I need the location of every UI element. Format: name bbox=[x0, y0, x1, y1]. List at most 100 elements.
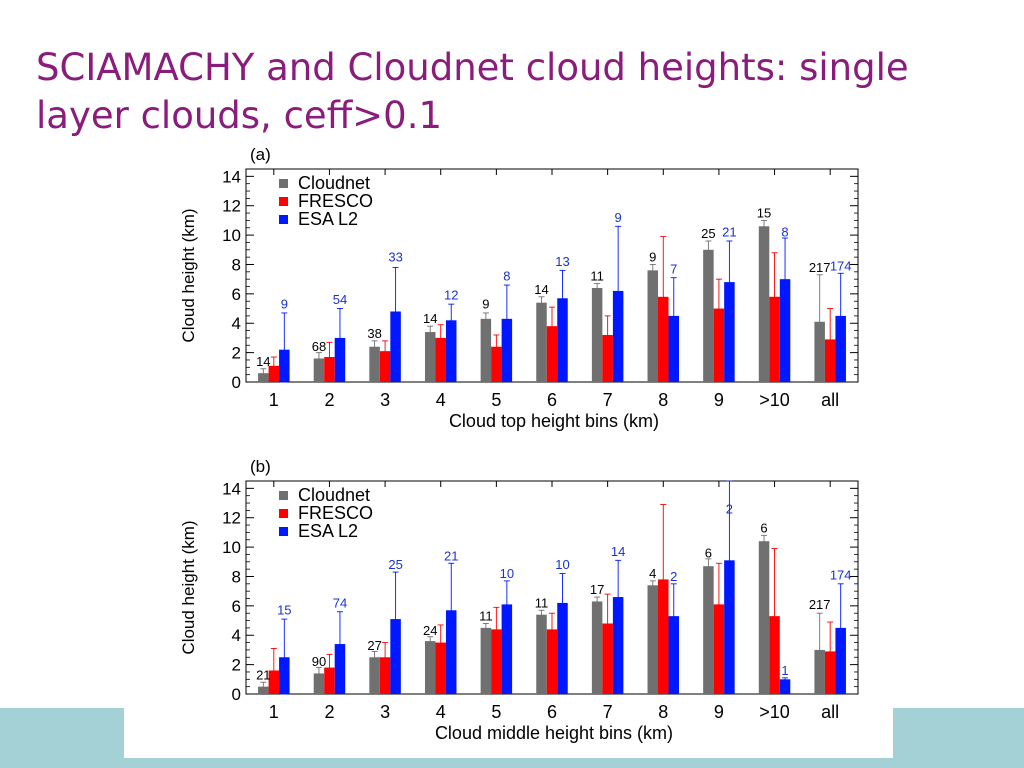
y-tick-label: 10 bbox=[222, 538, 241, 557]
legend-label: Cloudnet bbox=[298, 485, 370, 505]
count-label-cloudnet: 11 bbox=[590, 269, 604, 284]
legend-label: ESA L2 bbox=[298, 209, 358, 229]
legend-label: Cloudnet bbox=[298, 173, 370, 193]
bar-cloudnet bbox=[536, 302, 547, 382]
y-tick-label: 0 bbox=[232, 373, 241, 392]
bar-fresco bbox=[491, 629, 502, 694]
x-tick-label: 5 bbox=[491, 702, 501, 722]
x-tick-label: >10 bbox=[759, 702, 790, 722]
count-label-cloudnet: 11 bbox=[479, 609, 493, 624]
x-tick-label: 8 bbox=[658, 390, 668, 410]
count-label-esa: 174 bbox=[830, 567, 852, 582]
y-tick-label: 12 bbox=[222, 197, 241, 216]
bar-cloudnet bbox=[369, 657, 380, 694]
bar-esa bbox=[724, 282, 735, 382]
legend-label: ESA L2 bbox=[298, 521, 358, 541]
bar-esa bbox=[779, 679, 791, 694]
legend-label: FRESCO bbox=[298, 503, 373, 523]
count-label-esa: 14 bbox=[611, 544, 625, 559]
bar-fresco bbox=[379, 351, 391, 382]
bar-cloudnet bbox=[480, 318, 492, 382]
y-tick-label: 14 bbox=[222, 479, 241, 498]
y-tick-label: 8 bbox=[232, 567, 241, 586]
legend-swatch-cloudnet bbox=[279, 491, 288, 500]
x-axis-label: Cloud middle height bins (km) bbox=[435, 723, 673, 743]
legend-swatch-esa bbox=[279, 215, 288, 224]
bar-cloudnet bbox=[424, 641, 436, 694]
x-tick-label: 9 bbox=[714, 702, 724, 722]
y-tick-label: 10 bbox=[222, 226, 241, 245]
y-axis-label: Cloud height (km) bbox=[179, 520, 198, 654]
count-label-cloudnet: 14 bbox=[534, 282, 548, 297]
count-label-cloudnet: 4 bbox=[649, 566, 656, 581]
count-label-esa: 13 bbox=[555, 254, 569, 269]
bar-esa bbox=[668, 616, 680, 694]
y-tick-label: 6 bbox=[232, 285, 241, 304]
bar-cloudnet bbox=[647, 270, 659, 382]
count-label-cloudnet: 21 bbox=[256, 667, 270, 682]
x-tick-label: 4 bbox=[436, 702, 446, 722]
bar-fresco bbox=[713, 604, 725, 694]
bar-cloudnet bbox=[424, 332, 436, 382]
count-label-esa: 2 bbox=[670, 569, 677, 584]
bar-cloudnet bbox=[313, 673, 325, 694]
legend-swatch-cloudnet bbox=[279, 179, 288, 188]
count-label-esa: 21 bbox=[444, 548, 458, 563]
count-label-cloudnet: 14 bbox=[423, 311, 437, 326]
bar-cloudnet bbox=[758, 226, 770, 382]
bar-cloudnet bbox=[591, 601, 603, 694]
x-tick-label: 1 bbox=[269, 390, 279, 410]
y-tick-label: 12 bbox=[222, 509, 241, 528]
y-tick-label: 14 bbox=[222, 167, 241, 186]
count-label-esa: 12 bbox=[444, 288, 458, 303]
x-tick-label: 1 bbox=[269, 702, 279, 722]
bar-esa bbox=[557, 602, 568, 694]
count-label-cloudnet: 9 bbox=[482, 297, 489, 312]
count-label-esa: 54 bbox=[333, 292, 347, 307]
bar-fresco bbox=[435, 642, 446, 694]
bar-esa bbox=[779, 279, 791, 382]
bar-cloudnet bbox=[313, 358, 325, 382]
x-tick-label: all bbox=[821, 702, 839, 722]
y-tick-label: 8 bbox=[232, 255, 241, 274]
x-tick-label: 3 bbox=[380, 390, 390, 410]
bar-cloudnet bbox=[591, 287, 603, 382]
count-label-esa: 74 bbox=[333, 595, 347, 610]
count-label-esa: 10 bbox=[500, 566, 514, 581]
count-label-esa: 174 bbox=[830, 258, 852, 273]
x-tick-label: 5 bbox=[491, 390, 501, 410]
count-label-cloudnet: 6 bbox=[760, 520, 767, 535]
bar-cloudnet bbox=[369, 346, 380, 382]
x-tick-label: 6 bbox=[547, 702, 557, 722]
x-tick-label: >10 bbox=[759, 390, 790, 410]
count-label-cloudnet: 15 bbox=[757, 205, 771, 220]
count-label-cloudnet: 14 bbox=[256, 354, 270, 369]
bar-cloudnet bbox=[703, 566, 714, 694]
x-tick-label: all bbox=[821, 390, 839, 410]
y-tick-label: 0 bbox=[232, 685, 241, 704]
count-label-esa: 9 bbox=[615, 210, 622, 225]
count-label-cloudnet: 217 bbox=[809, 260, 831, 275]
x-tick-label: 7 bbox=[603, 390, 613, 410]
legend-swatch-esa bbox=[279, 527, 288, 536]
y-tick-label: 2 bbox=[232, 344, 241, 363]
bar-cloudnet bbox=[480, 627, 492, 694]
y-tick-label: 4 bbox=[232, 314, 241, 333]
count-label-esa: 15 bbox=[277, 603, 291, 618]
count-label-esa: 21 bbox=[722, 225, 736, 240]
count-label-esa: 9 bbox=[281, 297, 288, 312]
x-tick-label: 6 bbox=[547, 390, 557, 410]
legend-swatch-fresco bbox=[279, 509, 288, 518]
x-tick-label: 2 bbox=[324, 390, 334, 410]
x-tick-label: 9 bbox=[714, 390, 724, 410]
bar-esa bbox=[445, 320, 457, 382]
x-axis-label: Cloud top height bins (km) bbox=[449, 411, 659, 431]
slide-title: SCIAMACHY and Cloudnet cloud heights: si… bbox=[36, 46, 909, 137]
bar-fresco bbox=[602, 623, 613, 694]
bar-cloudnet bbox=[536, 614, 547, 694]
count-label-esa: 1 bbox=[781, 663, 788, 678]
bar-fresco bbox=[435, 337, 446, 382]
bar-fresco bbox=[602, 334, 613, 382]
